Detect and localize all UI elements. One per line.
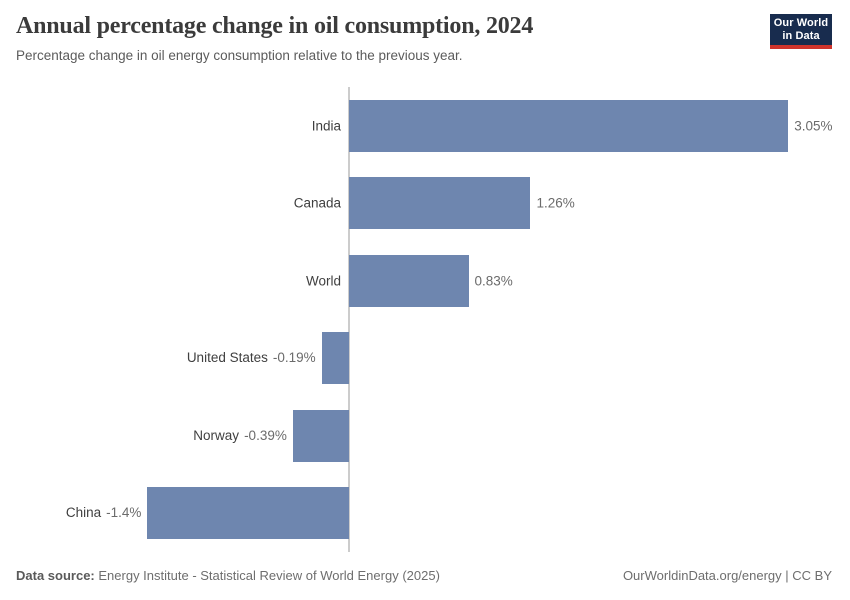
value-label: 0.83% [474, 273, 513, 289]
owid-logo-line1: Our World [773, 17, 829, 29]
bar-row: United States -0.19% [0, 320, 850, 398]
chart-header: Annual percentage change in oil consumpt… [16, 12, 832, 64]
page-subtitle: Percentage change in oil energy consumpt… [16, 47, 463, 63]
value-label: 3.05% [794, 118, 833, 134]
bar-row: World 0.83% [0, 242, 850, 320]
category-label: World [305, 273, 341, 289]
zero-axis-line [348, 87, 350, 552]
category-label: United States [186, 350, 268, 366]
negative-bar-label-group: China -1.4% [66, 504, 142, 522]
value-label: 1.26% [536, 195, 575, 211]
value-label: -0.19% [272, 350, 316, 366]
data-source-label: Data source: [16, 568, 95, 583]
data-source-text: Energy Institute - Statistical Review of… [98, 568, 440, 583]
plot-area: India 3.05% Canada 1.26% World 0.83% United St… [0, 87, 850, 552]
bar-row: Canada 1.26% [0, 165, 850, 243]
bar[interactable] [349, 177, 531, 230]
value-label: -1.4% [106, 505, 142, 521]
value-label: -0.39% [244, 427, 287, 443]
bar[interactable] [349, 99, 789, 152]
owid-logo-line2: in Data [782, 30, 820, 42]
bar[interactable] [321, 332, 349, 385]
bar[interactable] [147, 487, 349, 540]
category-label: China [65, 505, 102, 521]
bar-row: India 3.05% [0, 87, 850, 165]
category-label: India [311, 118, 341, 134]
negative-bar-label-group: Norway -0.39% [193, 427, 287, 445]
credit-link[interactable]: OurWorldinData.org/energy | CC BY [622, 568, 832, 583]
category-label: Canada [293, 195, 341, 211]
chart-footer: Data source: Energy Institute - Statisti… [16, 568, 832, 583]
owid-logo[interactable]: Our World in Data [770, 14, 832, 49]
bar-row: China -1.4% [0, 475, 850, 553]
bar-row: Norway -0.39% [0, 397, 850, 475]
category-label: Norway [193, 427, 240, 443]
bar[interactable] [349, 254, 469, 307]
data-source: Data source: Energy Institute - Statisti… [16, 568, 440, 583]
bar[interactable] [292, 409, 349, 462]
negative-bar-label-group: United States -0.19% [187, 349, 316, 367]
page-title: Annual percentage change in oil consumpt… [16, 13, 534, 39]
